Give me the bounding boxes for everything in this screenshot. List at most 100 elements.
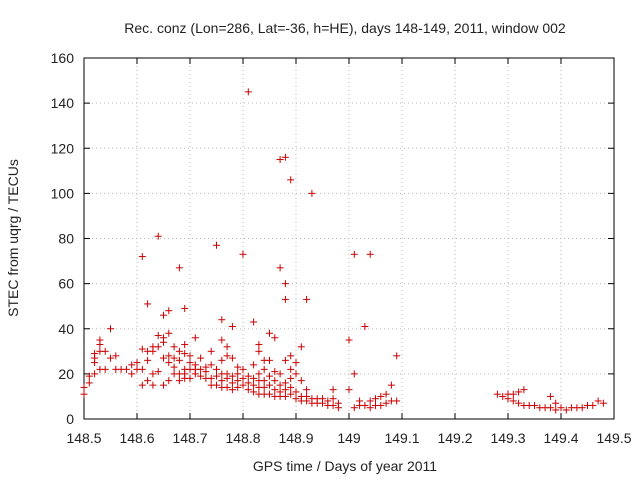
data-point xyxy=(393,397,401,405)
data-point xyxy=(377,401,385,409)
data-point xyxy=(266,356,273,364)
data-point xyxy=(387,381,395,389)
data-point xyxy=(377,392,385,400)
data-point xyxy=(144,377,152,385)
data-point xyxy=(361,401,369,409)
x-tick-label: 148.5 xyxy=(66,430,101,446)
data-point xyxy=(287,352,295,360)
data-point xyxy=(266,381,273,389)
data-point xyxy=(520,386,528,394)
data-point xyxy=(515,388,523,396)
data-point xyxy=(589,401,597,409)
data-point xyxy=(138,345,146,353)
data-point xyxy=(223,352,231,360)
data-point xyxy=(234,383,242,391)
y-tick-label: 40 xyxy=(58,321,74,337)
data-point xyxy=(287,390,295,398)
y-tick-label: 80 xyxy=(58,231,74,247)
data-point xyxy=(213,381,220,389)
data-point xyxy=(223,343,231,351)
data-point xyxy=(133,359,141,367)
data-point xyxy=(372,395,379,403)
data-point xyxy=(218,377,226,385)
x-tick-label: 149 xyxy=(337,430,361,446)
data-point xyxy=(228,386,236,394)
x-tick-label: 149.2 xyxy=(437,430,472,446)
data-point xyxy=(350,250,358,258)
y-tick-label: 100 xyxy=(51,185,75,201)
data-point xyxy=(255,370,263,378)
data-point xyxy=(260,383,268,391)
data-point xyxy=(255,347,263,355)
data-point xyxy=(234,363,242,371)
data-point xyxy=(281,280,289,288)
data-point xyxy=(271,386,279,394)
data-point xyxy=(276,381,284,389)
data-point xyxy=(213,372,220,380)
data-point xyxy=(91,370,99,378)
y-tick-label: 140 xyxy=(51,95,75,111)
data-point xyxy=(287,383,295,391)
grid-layer xyxy=(84,58,614,419)
data-point xyxy=(324,397,332,405)
data-point xyxy=(382,390,390,398)
data-point xyxy=(80,390,88,398)
data-point xyxy=(239,365,247,373)
data-point xyxy=(255,341,263,349)
data-point xyxy=(197,365,205,373)
y-axis-label: STEC from uqrg / TECUs xyxy=(5,159,21,317)
x-tick-label: 148.7 xyxy=(172,430,207,446)
data-point xyxy=(207,347,215,355)
data-point xyxy=(281,379,289,387)
x-tick-label: 148.6 xyxy=(119,430,154,446)
data-point xyxy=(154,232,162,240)
data-point xyxy=(175,356,183,364)
data-point xyxy=(165,352,173,360)
data-point xyxy=(599,399,607,407)
data-point xyxy=(393,352,401,360)
data-point xyxy=(228,322,236,330)
data-point xyxy=(303,392,311,400)
data-point xyxy=(101,347,109,355)
data-point xyxy=(160,381,167,389)
data-point xyxy=(303,295,311,303)
data-point xyxy=(292,370,300,378)
data-point xyxy=(266,329,273,337)
data-point xyxy=(292,359,300,367)
data-point xyxy=(334,399,342,407)
x-tick-label: 149.3 xyxy=(490,430,525,446)
y-tick-label: 120 xyxy=(51,140,75,156)
data-point xyxy=(165,359,173,367)
y-tick-label: 60 xyxy=(58,276,74,292)
data-point xyxy=(578,404,586,412)
data-point xyxy=(303,386,311,394)
data-point xyxy=(170,363,178,371)
data-point xyxy=(160,354,167,362)
y-tick-label: 0 xyxy=(66,411,74,427)
data-point xyxy=(149,370,157,378)
data-point xyxy=(186,359,194,367)
data-point xyxy=(234,377,242,385)
data-point xyxy=(138,253,146,261)
data-point xyxy=(160,311,167,319)
data-point xyxy=(271,334,279,342)
data-point xyxy=(197,354,205,362)
y-tick-label: 160 xyxy=(51,50,75,66)
data-point xyxy=(234,370,242,378)
data-point xyxy=(107,354,114,362)
data-point xyxy=(250,381,258,389)
tick-label-layer: 0 20 40 60 80 100 120 140 160 148.5 148.6 148.7 148.… xyxy=(51,50,632,446)
data-point xyxy=(250,374,258,382)
data-point xyxy=(250,388,258,396)
data-point xyxy=(287,365,295,373)
data-point xyxy=(260,365,268,373)
data-point xyxy=(85,379,93,387)
data-point xyxy=(329,386,337,394)
data-point xyxy=(165,329,173,337)
data-point xyxy=(271,368,279,376)
data-point xyxy=(509,390,517,398)
data-point xyxy=(250,361,258,369)
data-point xyxy=(223,383,231,391)
data-point xyxy=(350,370,358,378)
data-point xyxy=(244,372,252,380)
